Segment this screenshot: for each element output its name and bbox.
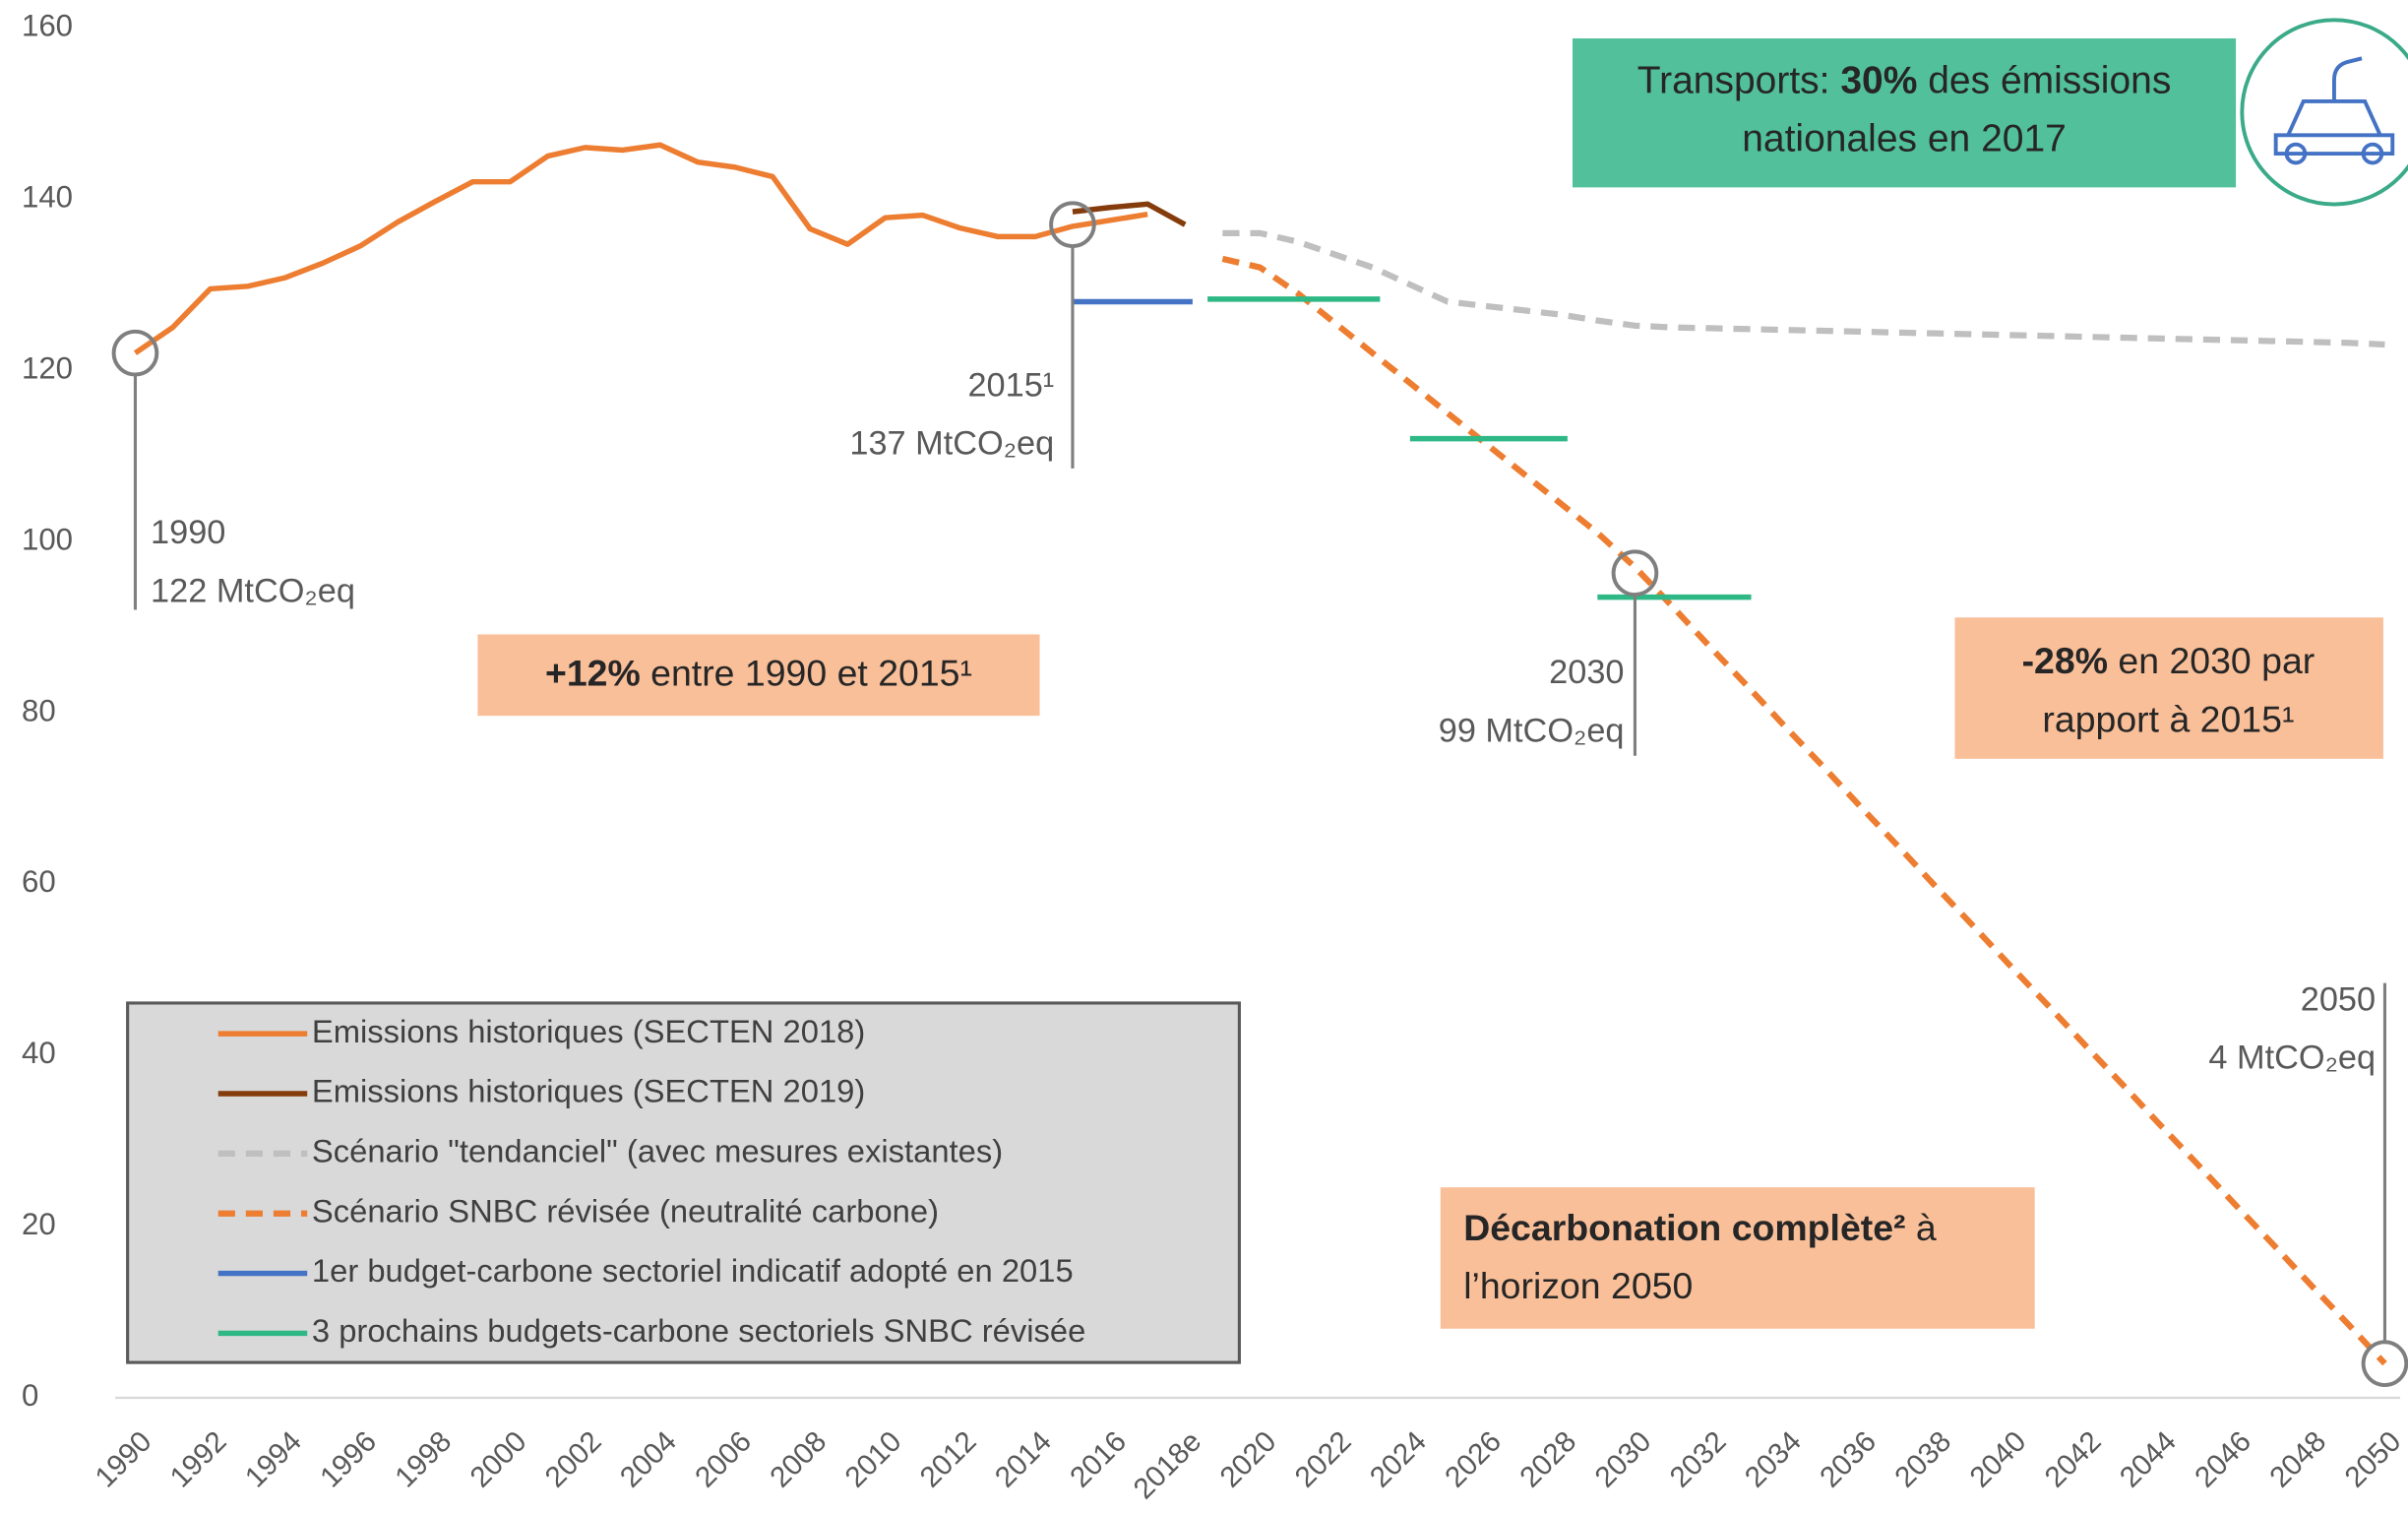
x-tick-label: 2026 bbox=[1439, 1425, 1508, 1494]
legend-label: 1er budget-carbone sectoriel indicatif a… bbox=[312, 1252, 1074, 1289]
callout-label: 1990 bbox=[151, 514, 225, 551]
x-tick-label: 2000 bbox=[463, 1425, 532, 1494]
y-tick-label: 100 bbox=[22, 522, 73, 556]
icon-circle bbox=[2240, 18, 2408, 207]
x-tick-label: 2016 bbox=[1064, 1425, 1133, 1494]
callout-label: 4 MtCO₂eq bbox=[2208, 1040, 2376, 1077]
x-tick-label: 2034 bbox=[1739, 1425, 1808, 1494]
x-tick-label: 2002 bbox=[539, 1425, 608, 1494]
annotation-run: -28% bbox=[2022, 640, 2108, 681]
x-tick-label: 2042 bbox=[2039, 1425, 2108, 1494]
annotation-text: rapport à 2015¹ bbox=[2042, 698, 2294, 739]
annotation-run: nationales en 2017 bbox=[1742, 118, 2067, 160]
icon-wheel bbox=[2284, 142, 2308, 165]
x-tick-label: 2044 bbox=[2114, 1425, 2183, 1494]
legend-label: Scénario SNBC révisée (neutralité carbon… bbox=[312, 1192, 939, 1229]
y-tick-label: 60 bbox=[22, 864, 56, 899]
y-tick-label: 40 bbox=[22, 1036, 56, 1070]
x-tick-label: 2012 bbox=[914, 1425, 983, 1494]
annotation-text: +12% entre 1990 et 2015¹ bbox=[545, 652, 972, 693]
x-tick-label: 2024 bbox=[1364, 1425, 1433, 1494]
x-tick-label: 1990 bbox=[89, 1425, 157, 1494]
annotation-box bbox=[1954, 617, 2383, 759]
x-tick-label: 2018e bbox=[1128, 1425, 1208, 1506]
y-tick-label: 140 bbox=[22, 179, 73, 214]
y-tick-label: 20 bbox=[22, 1207, 56, 1241]
icon-plug bbox=[2332, 56, 2363, 101]
legend-label: Emissions historiques (SECTEN 2019) bbox=[312, 1073, 865, 1109]
annotation-box bbox=[1572, 38, 2237, 188]
x-tick-label: 2020 bbox=[1213, 1425, 1282, 1494]
x-tick-label: 2032 bbox=[1664, 1425, 1733, 1494]
x-tick-label: 2022 bbox=[1289, 1425, 1358, 1494]
callout-circle bbox=[1049, 201, 1096, 248]
x-tick-label: 1994 bbox=[239, 1425, 308, 1494]
x-tick-label: 2028 bbox=[1513, 1425, 1582, 1494]
callout-label: 2015¹ bbox=[967, 366, 1054, 404]
y-tick-label: 160 bbox=[22, 8, 73, 42]
callout-label: 137 MtCO₂eq bbox=[849, 425, 1054, 463]
series-line bbox=[1072, 201, 1187, 227]
callout-circle bbox=[2361, 1340, 2408, 1387]
callout-label: 2030 bbox=[1549, 654, 1624, 691]
annotation-text: nationales en 2017 bbox=[1742, 118, 2067, 160]
x-tick-label: 2010 bbox=[838, 1425, 907, 1494]
x-tick-label: 2048 bbox=[2263, 1425, 2332, 1494]
callout-circle bbox=[1611, 549, 1659, 598]
x-tick-label: 2004 bbox=[614, 1425, 683, 1494]
x-tick-label: 1996 bbox=[314, 1425, 383, 1494]
annotation-run: l’horizon 2050 bbox=[1463, 1265, 1693, 1306]
annotation-text: -28% en 2030 par bbox=[2022, 640, 2315, 681]
x-tick-label: 2046 bbox=[2189, 1425, 2257, 1494]
transport-icon bbox=[2240, 18, 2408, 207]
annotation-run: en 2030 par bbox=[2108, 640, 2315, 681]
annotation-text: l’horizon 2050 bbox=[1463, 1265, 1693, 1306]
legend-box bbox=[126, 1001, 1241, 1364]
annotation-run: des émissions bbox=[1917, 60, 2171, 102]
y-tick-label: 120 bbox=[22, 350, 73, 385]
annotation-run: Transports: bbox=[1637, 60, 1841, 102]
annotation-run: +12% bbox=[545, 652, 641, 693]
series-line bbox=[1222, 229, 2385, 348]
x-tick-label: 2038 bbox=[1888, 1425, 1957, 1494]
x-tick-label: 2050 bbox=[2338, 1425, 2407, 1494]
y-tick-label: 80 bbox=[22, 693, 56, 727]
annotation-text: Transports: 30% des émissions bbox=[1637, 60, 2172, 102]
x-tick-label: 1998 bbox=[389, 1425, 458, 1494]
series-line bbox=[133, 142, 1148, 355]
x-tick-label: 2040 bbox=[1963, 1425, 2032, 1494]
callout-label: 2050 bbox=[2301, 980, 2376, 1018]
annotation-box bbox=[477, 634, 1040, 717]
y-tick-label: 0 bbox=[22, 1378, 38, 1413]
x-tick-label: 2014 bbox=[989, 1425, 1058, 1494]
annotation-run: 30% bbox=[1840, 60, 1917, 102]
x-tick-label: 2030 bbox=[1588, 1425, 1657, 1494]
annotation-run: Décarbonation complète² bbox=[1463, 1207, 1905, 1248]
annotation-text: Décarbonation complète² à bbox=[1463, 1207, 1937, 1248]
annotation-run: entre 1990 et 2015¹ bbox=[641, 652, 972, 693]
legend-label: 3 prochains budgets-carbone sectoriels S… bbox=[312, 1312, 1085, 1349]
annotation-box bbox=[1440, 1187, 2035, 1329]
annotation-run: rapport à 2015¹ bbox=[2042, 698, 2294, 739]
annotation-run: à bbox=[1906, 1207, 1937, 1248]
legend-label: Emissions historiques (SECTEN 2018) bbox=[312, 1013, 865, 1049]
x-tick-label: 1992 bbox=[164, 1425, 233, 1494]
legend-label: Scénario "tendanciel" (avec mesures exis… bbox=[312, 1133, 1003, 1169]
x-tick-label: 2036 bbox=[1814, 1425, 1883, 1494]
icon-wheel bbox=[2361, 142, 2384, 165]
series-line bbox=[1221, 255, 2387, 1366]
x-tick-label: 2008 bbox=[764, 1425, 833, 1494]
x-tick-label: 2006 bbox=[689, 1425, 758, 1494]
callout-label: 99 MtCO₂eq bbox=[1439, 712, 1625, 749]
callout-label: 122 MtCO₂eq bbox=[151, 572, 355, 609]
callout-circle bbox=[111, 329, 159, 377]
